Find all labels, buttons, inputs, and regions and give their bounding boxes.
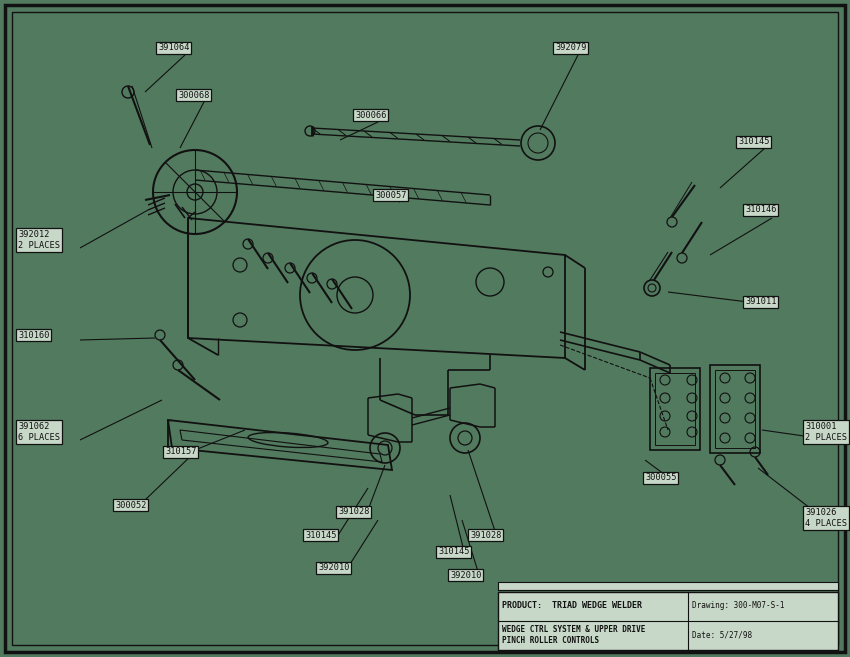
Text: 392010: 392010 [318,564,349,572]
Text: 310145: 310145 [438,547,469,556]
Bar [715,370,755,448]
Text: 310146: 310146 [745,206,777,214]
Text: 391064: 391064 [158,43,190,53]
Text: 391062
6 PLACES: 391062 6 PLACES [18,422,60,442]
Bar [655,373,695,445]
Text: 391028: 391028 [338,507,370,516]
Text: 300055: 300055 [645,474,677,482]
Text: PRODUCT:  TRIAD WEDGE WELDER: PRODUCT: TRIAD WEDGE WELDER [502,602,642,610]
Text: 310157: 310157 [165,447,196,457]
Bar [650,368,700,450]
Bar [710,365,760,453]
Text: 392012
2 PLACES: 392012 2 PLACES [18,231,60,250]
Text: 392079: 392079 [555,43,586,53]
Text: 310145: 310145 [738,137,769,147]
Text: 310145: 310145 [305,530,337,539]
Text: 391026
4 PLACES: 391026 4 PLACES [805,509,847,528]
Text: 310001
2 PLACES: 310001 2 PLACES [805,422,847,442]
Text: 392010: 392010 [450,570,481,579]
Text: 300066: 300066 [355,110,387,120]
Text: WEDGE CTRL SYSTEM & UPPER DRIVE
PINCH ROLLER CONTROLS: WEDGE CTRL SYSTEM & UPPER DRIVE PINCH RO… [502,625,645,645]
Text: 391011: 391011 [745,298,777,307]
Text: 300052: 300052 [115,501,146,509]
Text: Drawing: 300-M07-S-1: Drawing: 300-M07-S-1 [692,602,785,610]
Text: 300057: 300057 [375,191,406,200]
Text: 391028: 391028 [470,530,502,539]
Bar [498,582,838,590]
Text: 310160: 310160 [18,330,49,340]
Text: 300068: 300068 [178,91,209,99]
Text: Date: 5/27/98: Date: 5/27/98 [692,631,752,639]
Bar [498,592,838,650]
